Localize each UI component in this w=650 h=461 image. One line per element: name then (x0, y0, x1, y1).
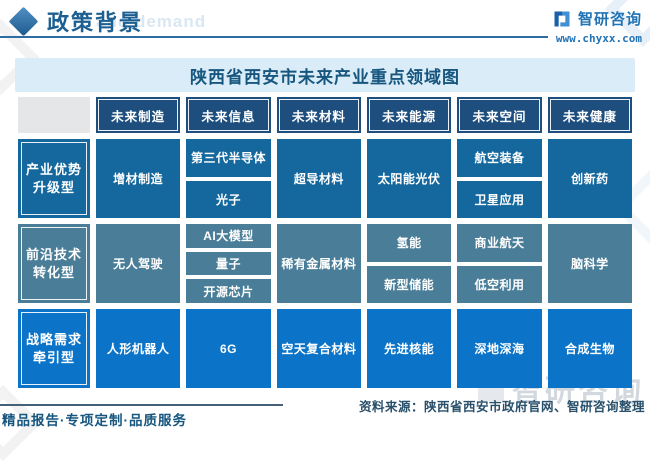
footer-divider (0, 404, 283, 406)
matrix-cell: AI大模型 (186, 224, 271, 248)
brand-name: 智研咨询 (577, 11, 642, 28)
matrix-cell-group: 航空装备 卫星应用 (457, 139, 542, 218)
matrix-cell: 低空利用 (457, 265, 542, 303)
matrix-cell: 深地深海 (457, 309, 542, 388)
row-label-strategic: 战略需求牵引型 (18, 309, 90, 388)
matrix-cell: 先进核能 (367, 309, 452, 388)
column-header-manufacturing: 未来制造 (96, 97, 181, 133)
column-header-information: 未来信息 (186, 97, 271, 133)
matrix-cell-group: 商业航天 低空利用 (457, 224, 542, 303)
matrix-cell: 光子 (186, 180, 271, 218)
matrix-cell: 氢能 (367, 224, 452, 262)
matrix-cell: 第三代半导体 (186, 139, 271, 177)
column-header-space: 未来空间 (457, 97, 542, 133)
matrix-cell: 开源芯片 (186, 279, 271, 304)
matrix-cell: 稀有金属材料 (276, 224, 361, 303)
matrix-cell: 超导材料 (276, 139, 361, 218)
corner-cell (18, 97, 90, 133)
brand-logo-icon (552, 9, 572, 29)
infographic-title: 陕西省西安市未来产业重点领域图 (15, 58, 635, 92)
matrix-cell: 脑科学 (547, 224, 632, 303)
matrix-cell: 量子 (186, 251, 271, 276)
matrix-cell: 空天复合材料 (276, 309, 361, 388)
matrix-cell: 创新药 (547, 139, 632, 218)
row-label-upgrade: 产业优势升级型 (18, 139, 90, 218)
footer-slogan: 精品报告·专项定制·品质服务 (2, 413, 187, 428)
brand-url[interactable]: www.chyxx.com (555, 32, 642, 45)
matrix-cell: 无人驾驶 (96, 224, 181, 303)
matrix-cell: 卫星应用 (457, 180, 542, 218)
matrix-cell: 太阳能光伏 (367, 139, 452, 218)
matrix-cell-group: 氢能 新型储能 (367, 224, 452, 303)
header-divider (0, 36, 548, 38)
matrix-cell-group: AI大模型 量子 开源芯片 (186, 224, 271, 304)
section-diamond-icon (8, 6, 39, 37)
matrix-cell-group: 第三代半导体 光子 (186, 139, 271, 218)
page-title: 政策背景 (47, 10, 144, 35)
matrix-cell: 6G (186, 309, 271, 388)
brand-block: 智研咨询 www.chyxx.com (552, 8, 642, 45)
matrix-cell: 新型储能 (367, 265, 452, 303)
matrix-cell: 航空装备 (457, 139, 542, 177)
row-label-frontier: 前沿技术转化型 (18, 224, 90, 303)
data-source-text: 资料来源：陕西省西安市政府官网、智研咨询整理 (358, 400, 645, 414)
matrix-cell: 合成生物 (547, 309, 632, 388)
matrix-cell: 增材制造 (96, 139, 181, 218)
header-watermark-text: and demand (96, 12, 207, 31)
column-header-energy: 未来能源 (367, 97, 452, 133)
matrix-grid: 未来制造 未来信息 未来材料 未来能源 未来空间 未来健康 产业优势升级型 增材… (18, 97, 632, 388)
column-header-health: 未来健康 (547, 97, 632, 133)
matrix-cell: 商业航天 (457, 224, 542, 262)
matrix-cell: 人形机器人 (96, 309, 181, 388)
column-header-materials: 未来材料 (276, 97, 361, 133)
